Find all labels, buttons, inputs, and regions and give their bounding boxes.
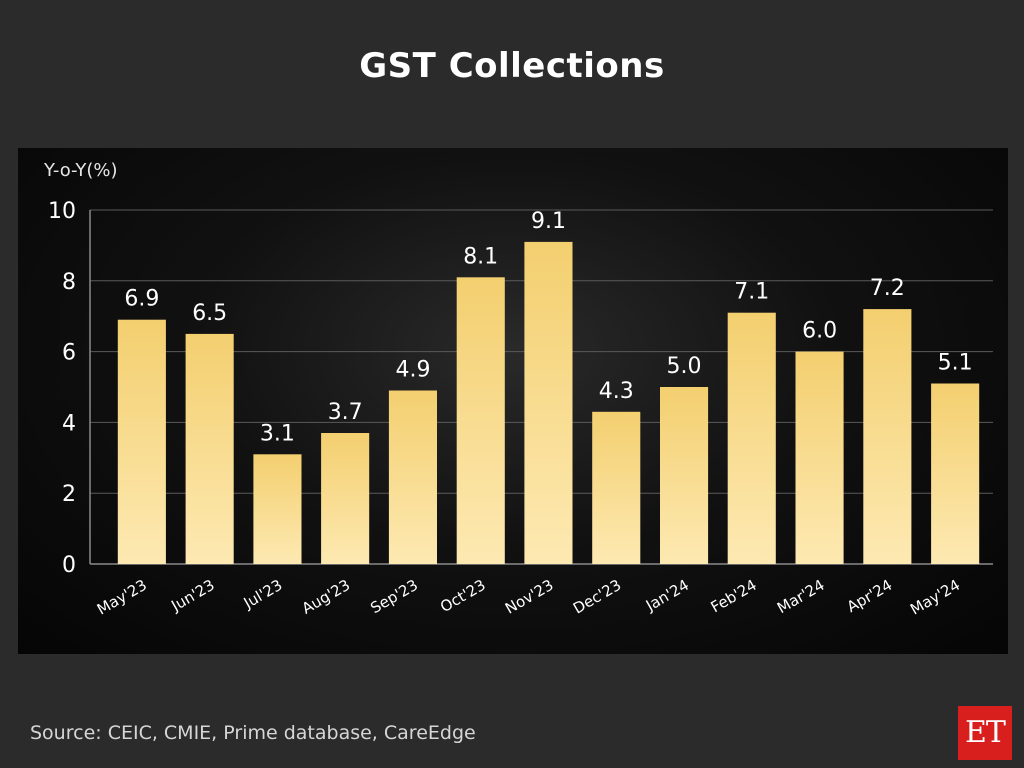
data-label: 3.1 (260, 421, 295, 446)
x-tick-label: Oct'23 (437, 576, 489, 616)
data-label: 6.9 (124, 287, 159, 312)
bar (117, 319, 166, 564)
x-tick-label: Aug'23 (299, 576, 353, 618)
y-tick-label: 6 (62, 341, 76, 366)
bar (524, 241, 573, 564)
y-tick-label: 8 (62, 270, 76, 295)
data-label: 4.9 (396, 358, 431, 383)
x-tick-label: May'24 (907, 576, 963, 619)
x-tick-label: May'23 (94, 576, 150, 619)
bar (321, 433, 370, 564)
data-label: 7.2 (870, 276, 905, 301)
data-label: 8.1 (463, 244, 498, 269)
data-label: 7.1 (734, 280, 769, 305)
x-tick-label: Sep'23 (367, 576, 421, 617)
y-tick-label: 10 (48, 199, 76, 224)
data-label: 5.0 (667, 354, 702, 379)
x-tick-label: Mar'24 (774, 576, 828, 617)
x-tick-label: Jul'23 (240, 576, 286, 613)
et-logo: ET (958, 706, 1012, 760)
data-label: 6.5 (192, 301, 227, 326)
x-tick-label: Apr'24 (844, 576, 896, 616)
data-label: 9.1 (531, 209, 566, 234)
x-tick-label: Jun'23 (167, 576, 217, 615)
bar (727, 312, 776, 564)
bar (863, 309, 912, 564)
x-tick-label: Feb'24 (708, 576, 760, 616)
bar (660, 387, 709, 564)
bar (456, 277, 505, 564)
bar (253, 454, 302, 564)
y-tick-label: 4 (62, 411, 76, 436)
bar (592, 411, 641, 564)
x-tick-label: Dec'23 (570, 576, 624, 618)
data-label: 6.0 (802, 319, 837, 344)
data-label: 5.1 (938, 351, 973, 376)
chart-title: GST Collections (359, 46, 665, 86)
x-tick-label: Nov'23 (502, 576, 556, 618)
data-label: 4.3 (599, 379, 634, 404)
bar (185, 333, 234, 564)
y-tick-label: 2 (62, 482, 76, 507)
bar (931, 383, 980, 564)
y-axis-label: Y-o-Y(%) (43, 160, 118, 181)
source-note: Source: CEIC, CMIE, Prime database, Care… (30, 722, 476, 744)
bar-chart: Y-o-Y(%) 0 2 4 6 8 10 6.9 May'23 6.5 Jun'23 3.1 Jul'… (43, 160, 993, 619)
chart-panel: Y-o-Y(%) 0 2 4 6 8 10 6.9 May'23 6.5 Jun'23 3.1 Jul'… (18, 148, 1008, 654)
bar (388, 390, 437, 564)
y-tick-label: 0 (62, 553, 76, 578)
x-tick-label: Jan'24 (642, 576, 692, 615)
bar (795, 351, 844, 564)
data-label: 3.7 (328, 400, 363, 425)
